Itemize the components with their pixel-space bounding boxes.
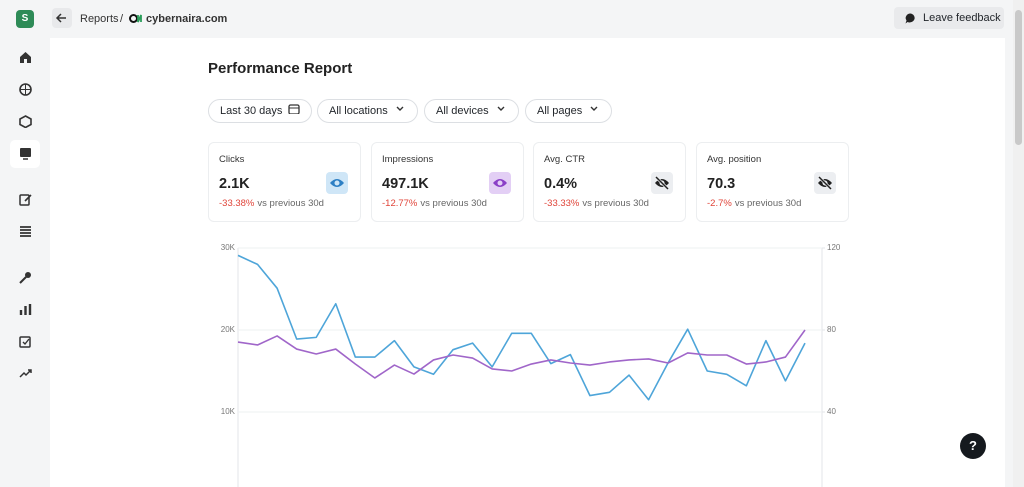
metric-card: Avg. position 70.3 -2.7% vs previous 30d [696,142,849,222]
metric-label: Impressions [382,154,434,165]
metric-value: 70.3 [707,176,736,192]
eye-icon [493,179,507,187]
hex-icon[interactable] [19,115,32,128]
eye-icon [817,175,833,191]
breadcrumb-reports[interactable]: Reports [80,13,119,25]
y2-tick-label: 40 [827,407,836,416]
breadcrumb-site[interactable]: cybernaira.com [146,13,228,25]
chevron-icon [590,106,598,111]
filter-label: Last 30 days [220,105,283,117]
filter-label: All locations [329,105,388,117]
metric-card: Avg. CTR 0.4% -33.33% vs previous 30d [533,142,686,222]
metric-card: Clicks 2.1K -33.38% vs previous 30d [208,142,361,222]
filter-dropdown[interactable]: All pages [525,99,613,123]
change-note: vs previous 30d [257,198,324,209]
feedback-label: Leave feedback [923,12,1001,24]
visibility-toggle[interactable] [651,172,673,194]
eye-icon [330,179,344,187]
chevron-icon [396,106,404,111]
change-percent: -33.33% [544,198,580,209]
y-tick-label: 20K [221,325,236,334]
change-note: vs previous 30d [734,198,802,209]
filter-label: All devices [436,105,489,117]
change-note: vs previous 30d [582,198,649,209]
visibility-toggle[interactable] [489,172,511,194]
feedback-button[interactable]: Leave feedback [894,7,1004,29]
chat-icon [905,13,915,24]
scrollbar-thumb[interactable] [1015,10,1022,145]
visibility-toggle[interactable] [326,172,348,194]
page-title: Performance Report [208,60,353,77]
home-icon[interactable] [19,51,32,64]
chevron-icon [497,106,505,111]
back-button[interactable] [52,8,72,28]
trend-icon[interactable] [19,367,32,380]
sidebar: S [0,0,42,487]
back-arrow [55,13,66,23]
stats-icon[interactable] [19,303,32,316]
workspace-logo[interactable]: S [16,10,34,28]
change-percent: -33.38% [219,198,255,209]
change-percent: -12.77% [382,198,418,209]
key-icon[interactable] [19,271,32,284]
y-tick-label: 10K [221,407,236,416]
metric-change: -33.38% vs previous 30d [219,198,324,209]
site-favicon [129,14,142,23]
metric-label: Avg. CTR [544,154,586,165]
visibility-toggle[interactable] [814,172,836,194]
edit-icon[interactable] [19,193,32,206]
globe-icon[interactable] [19,83,32,96]
metric-value: 2.1K [219,176,250,192]
filter-label: All pages [537,105,583,117]
scrollbar[interactable] [1013,0,1024,487]
change-percent: -2.7% [707,198,732,209]
series-line [237,254,806,401]
list-icon[interactable] [19,225,32,238]
reports-icon[interactable] [19,147,32,160]
metric-change: -2.7% vs previous 30d [707,198,801,209]
eye-icon [654,175,670,191]
metric-card: Impressions 497.1K -12.77% vs previous 30d [371,142,524,222]
series-line [237,329,806,379]
metric-value: 0.4% [544,176,578,192]
metric-value: 497.1K [382,176,429,192]
metric-label: Avg. position [707,154,762,165]
metric-label: Clicks [219,154,245,165]
breadcrumb-separator: / [120,13,124,25]
metric-change: -33.33% vs previous 30d [544,198,649,209]
help-button[interactable]: ? [960,433,986,459]
y-tick-label: 30K [221,243,236,252]
metric-change: -12.77% vs previous 30d [382,198,487,209]
change-note: vs previous 30d [420,198,487,209]
y2-tick-label: 120 [827,243,841,252]
filter-dropdown[interactable]: Last 30 days [208,99,313,123]
y2-tick-label: 80 [827,325,836,334]
notes-icon[interactable] [19,335,32,348]
filter-dropdown[interactable]: All devices [424,99,519,123]
filter-dropdown[interactable]: All locations [317,99,418,123]
